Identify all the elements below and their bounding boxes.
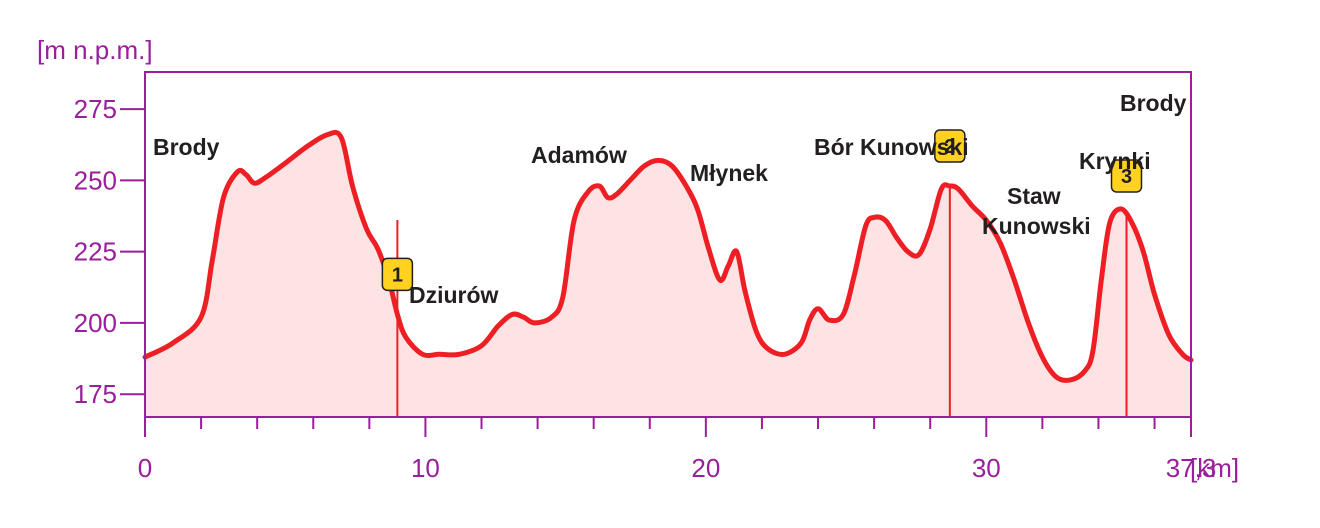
place-label-dziurow: Dziurów	[409, 282, 499, 308]
waypoint-badge-2	[934, 129, 966, 163]
y-tick-label-175: 175	[74, 379, 117, 409]
x-tick-label-4: 37,3	[1166, 453, 1217, 483]
y-tick-label-200: 200	[74, 308, 117, 338]
place-label-brody-end: Brody	[1120, 90, 1187, 116]
y-tick-label-250: 250	[74, 165, 117, 195]
place-label-mlynek: Młynek	[690, 160, 768, 186]
elevation-profile-line	[142, 129, 1194, 383]
place-label-kunowski: Kunowski	[982, 213, 1091, 239]
elevation-area-fill	[145, 132, 1191, 417]
waypoint-badge-3	[1110, 159, 1143, 193]
y-tick-label-225: 225	[74, 237, 117, 267]
waypoint-badge-1	[381, 257, 414, 292]
plot-frame	[144, 71, 1192, 418]
x-tick-label-3: 30	[972, 453, 1001, 483]
y-tick-label-275: 275	[74, 94, 117, 124]
x-tick-label-1: 10	[411, 453, 440, 483]
waypoint-number-3: 3	[1121, 166, 1132, 188]
y-axis-label: [m n.p.m.]	[37, 35, 153, 65]
waypoint-number-2: 2	[944, 136, 955, 158]
x-axis-unit: [km]	[1190, 453, 1239, 483]
x-tick-label-0: 0	[138, 453, 152, 483]
place-label-krynki: Krynki	[1079, 148, 1151, 174]
x-tick-label-2: 20	[691, 453, 720, 483]
place-label-staw: Staw	[1007, 183, 1061, 209]
waypoint-number-1: 1	[392, 264, 403, 286]
place-label-adamow: Adamów	[531, 142, 627, 168]
place-label-brody-start: Brody	[153, 134, 220, 160]
place-label-bor-kunowski: Bór Kunowski	[814, 134, 969, 160]
